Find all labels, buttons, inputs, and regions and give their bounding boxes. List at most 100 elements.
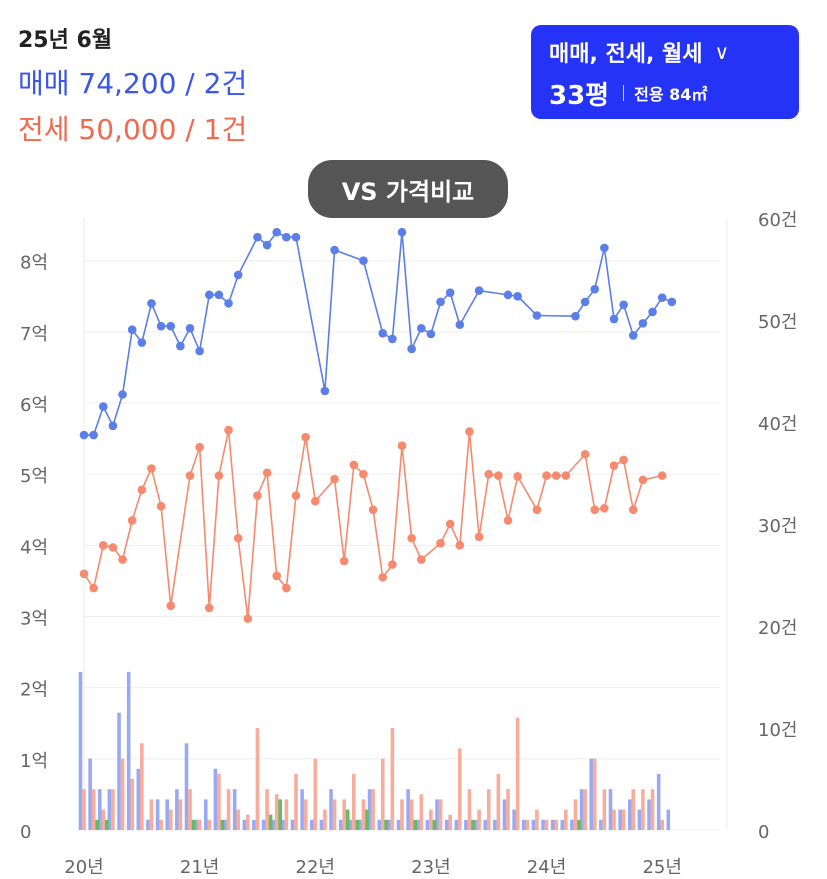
y-tick-label-right: 0 <box>758 822 769 843</box>
sale-volume-bar <box>618 809 622 830</box>
sale-price-point <box>166 321 176 331</box>
sale-price-point <box>98 402 108 411</box>
jeonse-volume-bar <box>602 789 607 830</box>
sale-volume-bar <box>107 789 112 830</box>
jeonse-volume-bar <box>284 799 289 830</box>
jeonse-price-point <box>118 555 127 564</box>
jeonse-price-point <box>484 469 494 479</box>
sale-price-point <box>262 240 272 250</box>
sale-volume-bar <box>425 819 430 830</box>
sale-price-point <box>503 290 513 300</box>
monthly-volume-bar <box>432 819 437 830</box>
sale-volume-bar <box>281 819 285 830</box>
period-label: 25년 6월 <box>18 28 113 53</box>
jeonse-price-point <box>474 532 484 542</box>
jeonse-price-point <box>233 533 243 543</box>
sale-volume-bar <box>560 819 565 830</box>
jeonse-volume-bar <box>641 789 645 830</box>
sale-price-point <box>532 311 542 320</box>
jeonse-price-point <box>127 516 137 525</box>
sale-volume-bar <box>454 819 459 830</box>
jeonse-price-point <box>407 533 416 543</box>
sale-price-point <box>513 291 522 301</box>
sale-price-point <box>388 334 397 344</box>
y-tick-label-right: 30건 <box>758 516 797 537</box>
sale-price-point <box>580 297 590 307</box>
sale-volume-bar <box>300 789 304 830</box>
jeonse-volume-bar <box>544 819 549 830</box>
sale-volume-bar <box>444 819 449 830</box>
monthly-volume-bar <box>384 819 389 830</box>
x-tick-label: 25년 <box>642 857 681 878</box>
sale-price-point <box>378 328 388 338</box>
jeonse-volume-bar <box>660 819 664 830</box>
monthly-volume-bar <box>95 819 99 830</box>
jeonse-price-point <box>378 573 388 582</box>
jeonse-volume-bar <box>226 789 231 830</box>
sale-price-point <box>407 344 416 354</box>
jeonse-volume-bar <box>515 717 520 830</box>
sale-price-point <box>137 338 147 347</box>
jeonse-price-point <box>349 460 359 470</box>
jeonse-price-point <box>243 614 253 623</box>
monthly-volume-bar <box>345 809 350 830</box>
jeonse-volume-bar <box>188 789 192 830</box>
vs-compare-button[interactable]: VS 가격비교 <box>308 160 508 218</box>
sale-volume-bar <box>435 799 439 830</box>
jeonse-volume-bar <box>554 819 558 830</box>
sale-price-point <box>224 299 233 308</box>
trade-type-row[interactable]: 매매, 전세, 월세 ∨ <box>549 33 781 71</box>
jeonse-volume-bar <box>371 789 375 830</box>
sale-price-point <box>426 329 436 339</box>
sale-price-point <box>127 325 137 335</box>
jeonse-price-point <box>301 432 310 442</box>
jeonse-volume-bar <box>82 789 86 830</box>
jeonse-price-line <box>83 429 663 619</box>
jeonse-price-point <box>416 555 426 564</box>
sale-volume-bar <box>252 819 256 830</box>
trade-type-label: 매매, 전세, 월세 <box>549 42 703 67</box>
jeonse-price-point <box>108 543 118 552</box>
jeonse-volume-bar <box>197 819 202 830</box>
sale-price-point <box>474 286 484 295</box>
sale-volume-bar <box>155 799 160 830</box>
sale-volume-bar <box>126 671 131 830</box>
jeonse-summary: 전세 50,000 / 1건 <box>18 113 248 146</box>
sale-volume-bar <box>319 819 324 830</box>
jeonse-volume-bar <box>583 789 587 830</box>
jeonse-volume-bar <box>332 799 337 830</box>
y-tick-label-left: 4억 <box>20 537 48 558</box>
jeonse-volume-bar <box>255 728 260 830</box>
jeonse-price-point <box>330 474 339 484</box>
sale-volume-bar <box>396 819 401 830</box>
sale-volume-bar <box>309 819 314 830</box>
jeonse-volume-bar <box>159 819 163 830</box>
sale-volume-bar <box>415 819 420 830</box>
y-tick-label-left: 8억 <box>20 253 48 274</box>
jeonse-price-point <box>445 519 455 529</box>
monthly-volume-bar <box>278 799 283 830</box>
jeonse-price-point <box>359 469 368 479</box>
sale-price-point <box>638 319 648 328</box>
x-tick-label: 23년 <box>411 857 450 878</box>
jeonse-price-point <box>310 496 320 506</box>
y-tick-label-right: 10건 <box>758 720 797 741</box>
sale-price-point <box>233 270 243 280</box>
jeonse-volume-bar <box>323 809 327 830</box>
trade-type-selector[interactable]: 매매, 전세, 월세 ∨ 33평 전용 84㎡ <box>531 25 799 119</box>
y-tick-label-right: 20건 <box>758 618 797 639</box>
jeonse-price-point <box>388 560 397 569</box>
sale-volume-bar <box>117 712 121 830</box>
size-divider <box>623 85 625 101</box>
jeonse-price-point <box>513 472 522 481</box>
sale-price-point <box>455 320 465 330</box>
size-row[interactable]: 33평 전용 84㎡ <box>549 73 781 113</box>
sale-volume-bar <box>627 799 632 830</box>
sale-price-point <box>108 421 118 431</box>
sale-price-point <box>291 232 301 242</box>
y-tick-label-right: 60건 <box>758 210 797 231</box>
jeonse-price-point <box>272 571 282 581</box>
sale-volume-bar <box>599 819 603 830</box>
sale-price-point <box>282 232 291 242</box>
jeonse-price-point <box>619 455 628 465</box>
